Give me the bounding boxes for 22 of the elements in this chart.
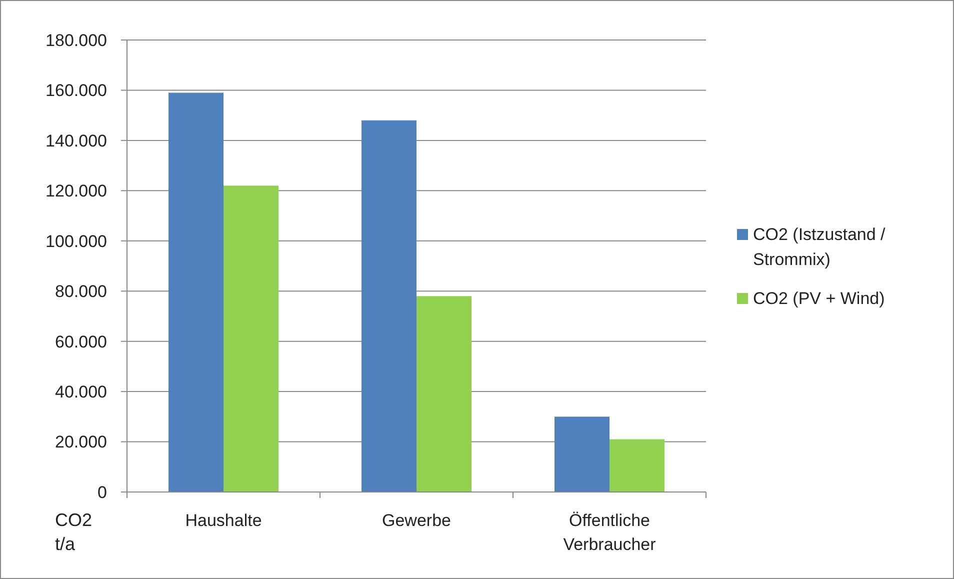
y-tick-label: 40.000 (55, 382, 107, 402)
y-tick-label: 80.000 (55, 282, 107, 302)
x-tick-label: Gewerbe (382, 511, 451, 530)
bar (168, 92, 224, 492)
y-axis-title: CO2 t/a (55, 510, 92, 554)
bar (224, 186, 279, 492)
bar (361, 120, 416, 492)
y-tick-label: 60.000 (55, 332, 107, 352)
legend-label: CO2 (PV + Wind) (753, 289, 885, 308)
x-tick-label: Haushalte (185, 511, 262, 530)
y-tick-label: 100.000 (46, 232, 107, 251)
x-tick-label: Öffentliche Verbraucher (563, 511, 656, 554)
y-tick-label: 120.000 (46, 182, 107, 201)
bar (416, 296, 472, 492)
y-tick-label: 160.000 (46, 81, 107, 100)
y-tick-label: 180.000 (46, 30, 107, 50)
y-tick-label: 140.000 (46, 131, 107, 150)
legend-label: CO2 (Istzustand / Strommix) (753, 225, 886, 269)
bar (610, 439, 665, 492)
bar (554, 416, 610, 492)
y-tick-label: 0 (98, 482, 107, 502)
y-tick-label: 20.000 (55, 432, 107, 452)
